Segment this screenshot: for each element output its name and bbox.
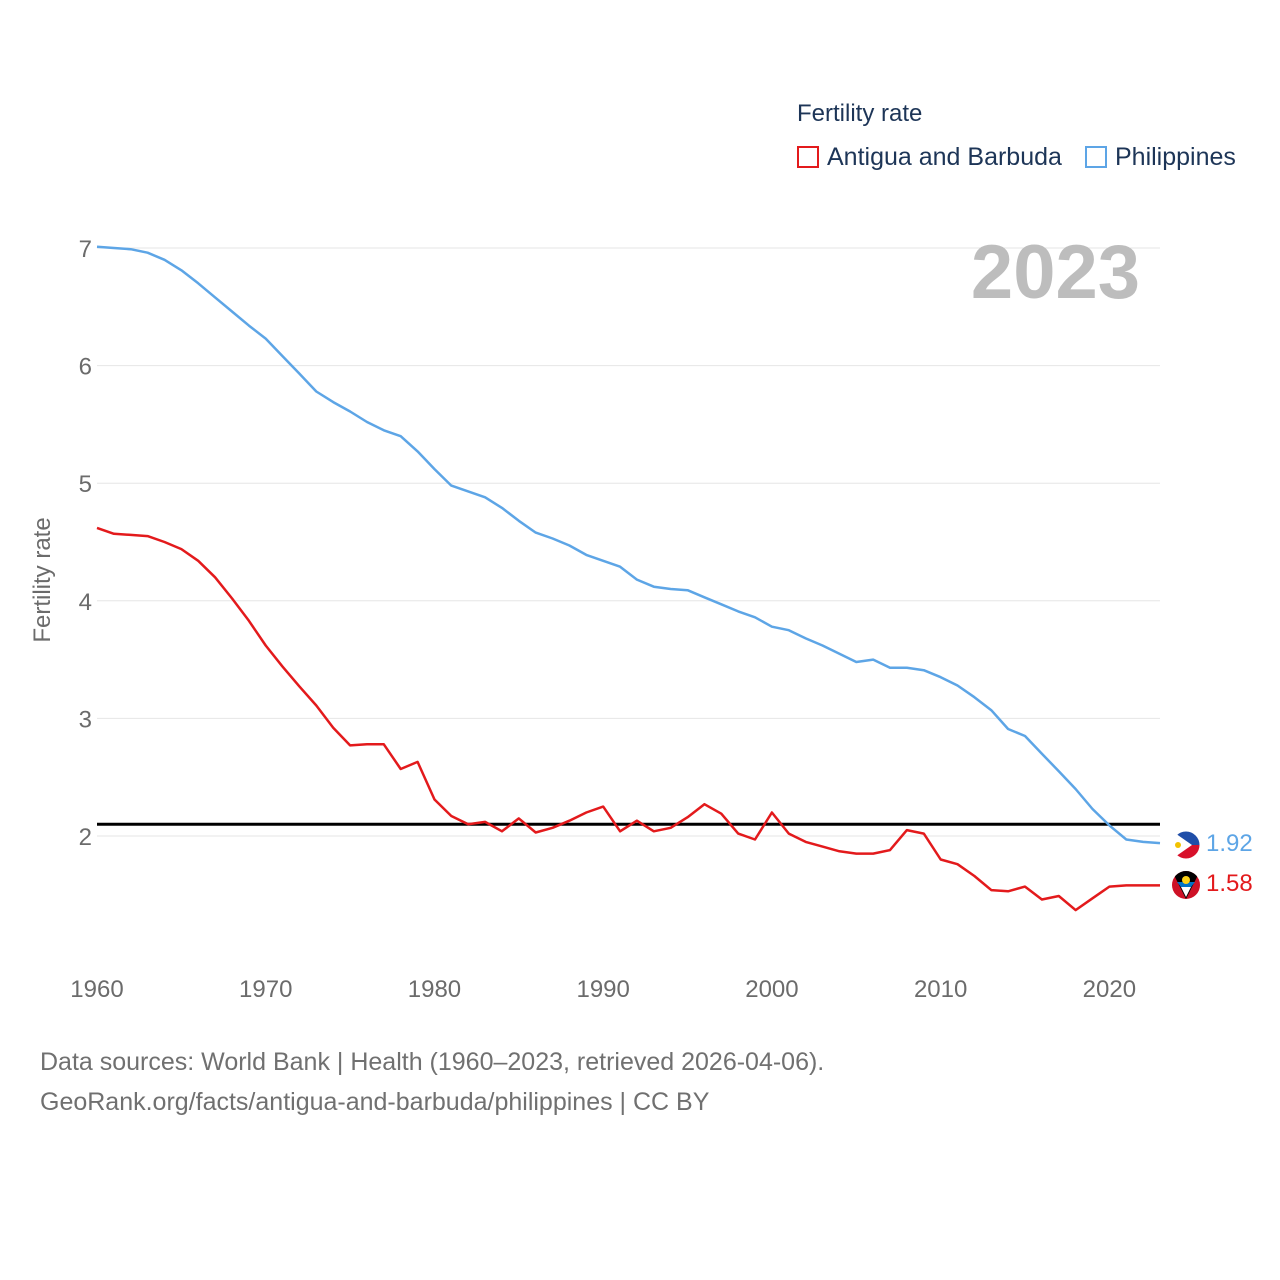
legend-item-antigua[interactable]: Antigua and Barbuda [797,142,1062,172]
philippines-flag-icon [1171,830,1201,860]
legend-item-philippines[interactable]: Philippines [1085,142,1236,172]
watermark-year: 2023 [971,230,1140,315]
x-tick-label: 2020 [1083,976,1136,1003]
series-line-antigua-and-barbuda [96,526,1160,912]
footer-source: Data sources: World Bank | Health (1960–… [40,1048,825,1076]
legend-label-philippines: Philippines [1115,142,1236,171]
series-line-philippines [96,245,1161,845]
y-axis-ticks: 2 3 4 5 6 7 [79,236,92,851]
x-axis-ticks: 1960 1970 1980 1990 2000 2010 2020 [70,976,1136,1003]
x-tick-label: 1980 [408,976,461,1003]
legend-title: Fertility rate [797,100,923,127]
y-tick-label: 4 [79,589,92,616]
y-tick-label: 7 [79,236,92,263]
y-tick-label: 6 [79,354,92,381]
legend-label-antigua: Antigua and Barbuda [827,142,1062,171]
series-lines [96,245,1161,912]
x-tick-label: 1970 [239,976,292,1003]
x-tick-label: 2000 [745,976,798,1003]
y-tick-label: 3 [79,706,92,733]
x-tick-label: 1990 [576,976,629,1003]
footer: Data sources: World Bank | Health (1960–… [40,1042,824,1122]
antigua-end-value: 1.58 [1206,870,1253,897]
x-tick-label: 2010 [914,976,967,1003]
legend-swatch-philippines [1085,146,1107,168]
x-tick-label: 1960 [70,976,123,1003]
y-tick-label: 5 [79,471,92,498]
gridlines [97,247,1160,837]
antigua-flag-icon [1172,871,1200,899]
legend-swatch-antigua [797,146,819,168]
y-tick-label: 2 [79,824,92,851]
y-axis-label: Fertility rate [29,517,56,642]
footer-link[interactable]: GeoRank.org/facts/antigua-and-barbuda/ph… [40,1088,710,1116]
philippines-end-value: 1.92 [1206,830,1253,857]
